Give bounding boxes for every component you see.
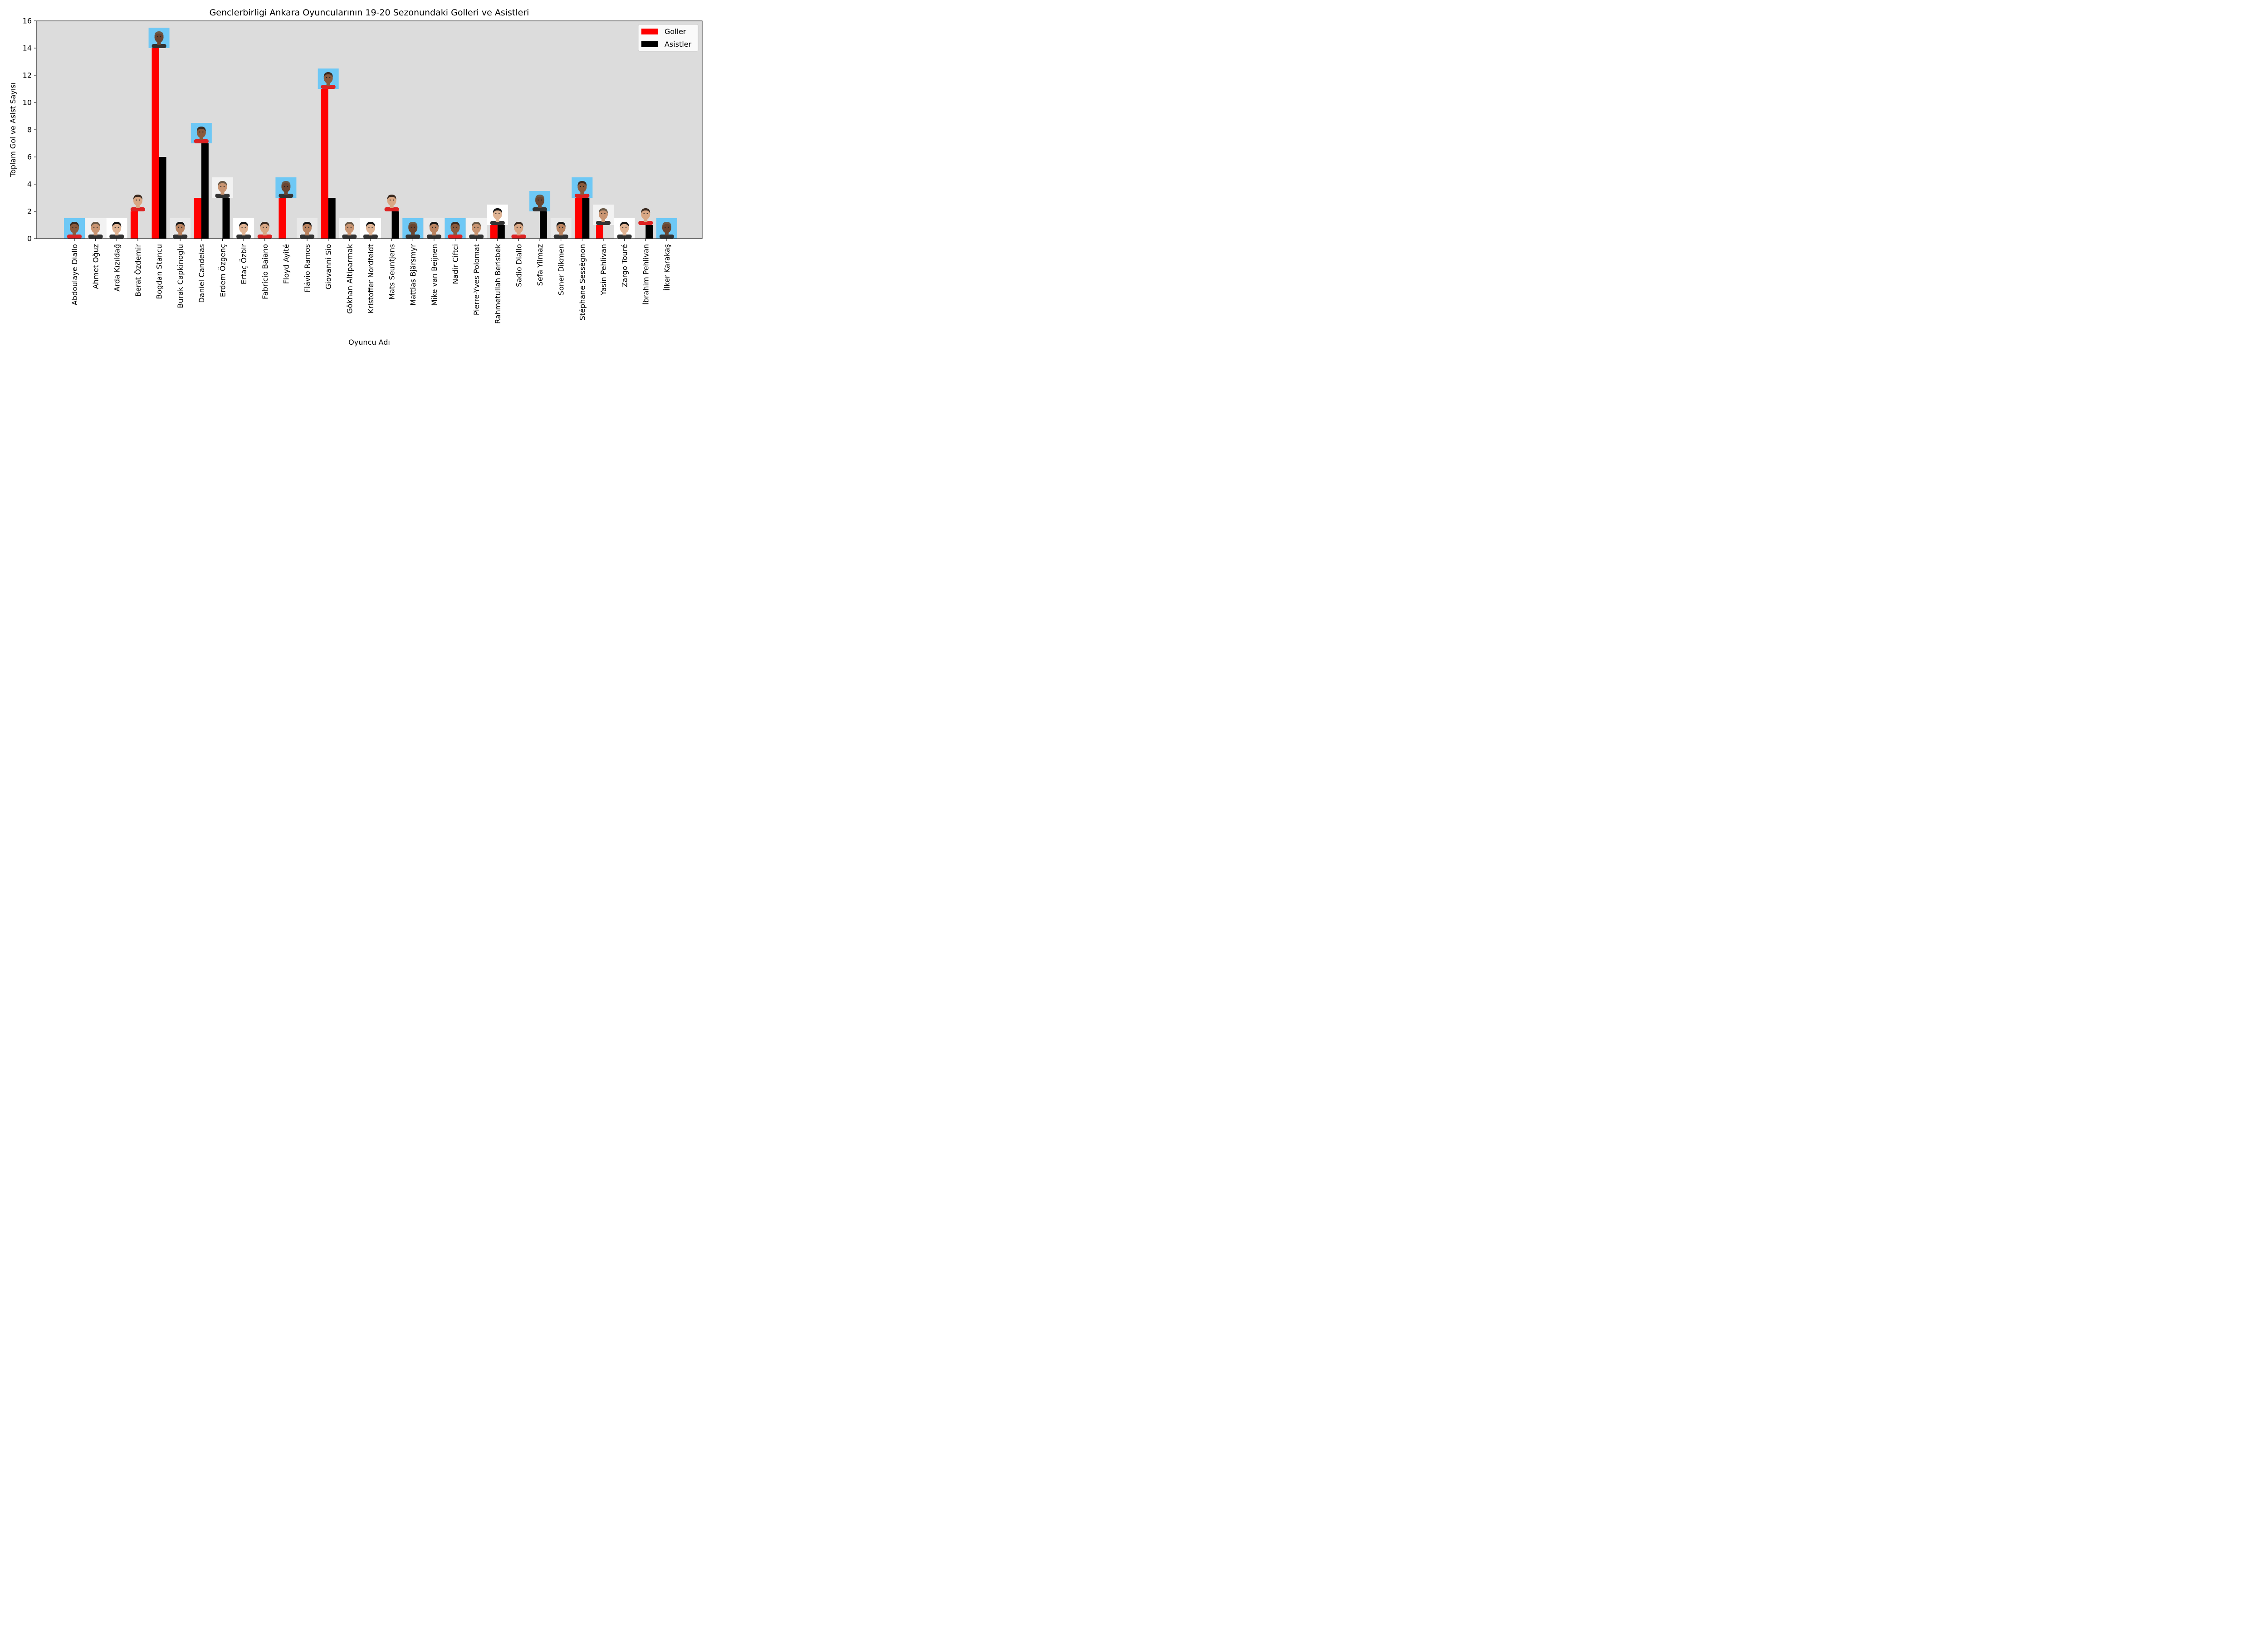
x-tick-label-giovanni-sio: Giovanni Sio	[324, 244, 333, 289]
bar-asistler-erdem-ozgenc	[222, 198, 230, 239]
bar-asistler-daniel-candeias	[201, 143, 209, 239]
x-tick-label-ahmet-oguz: Ahmet Oğuz	[92, 244, 100, 289]
y-tick-label: 12	[23, 71, 32, 80]
player-photo-ertac-ozbir	[233, 218, 254, 239]
player-photo-daniel-candeias	[191, 123, 212, 143]
bar-goller-giovanni-sio	[321, 89, 328, 239]
legend: Goller Asistler	[638, 24, 699, 52]
player-photo-sefa-yilmaz	[529, 191, 551, 211]
legend-swatch-goller	[641, 29, 658, 34]
y-tick-label: 6	[27, 153, 32, 161]
player-photo-soner-dikmen	[550, 218, 572, 239]
player-photo-giovanni-sio	[318, 68, 339, 89]
player-photo-yasin-pehlivan	[593, 205, 614, 225]
player-photo-mats-seuntjens	[381, 191, 402, 211]
player-photo-erdem-ozgenc	[212, 177, 233, 198]
x-tick-label-fabricio-baiano: Fabrício Baiano	[261, 244, 269, 299]
player-photo-rahmetullah-berisbek	[487, 205, 508, 225]
player-photo-ilker-karakas	[656, 218, 677, 239]
legend-label-asistler: Asistler	[665, 40, 692, 49]
player-photo-berat-ozdemir	[127, 191, 148, 211]
player-photo-mattias-bjarsmyr	[402, 218, 424, 239]
bar-asistler-giovanni-sio	[328, 198, 336, 239]
legend-swatch-asistler	[641, 41, 658, 47]
player-photo-nadir-ciftci	[445, 218, 466, 239]
player-photo-kristoffer-nordfeldt	[360, 218, 381, 239]
x-tick-label-arda-k-z-ldag: Arda Kızıldağ	[112, 244, 121, 292]
x-tick-label-yasin-pehlivan: Yasin Pehlivan	[599, 244, 608, 296]
player-photo-ibrahim-pehlivan	[635, 205, 656, 225]
bar-asistler-rahmetullah-berisbek	[497, 225, 505, 239]
x-tick-label-floyd-ayite: Floyd Ayité	[282, 244, 290, 284]
x-tick-label-abdoulaye-diallo: Abdoulaye Diallo	[70, 244, 79, 305]
x-tick-label-stephane-sessegnon: Stéphane Sessègnon	[578, 244, 587, 320]
player-photo-arda-k-z-ldag	[106, 218, 127, 239]
chart-root: 0 2 4 6 8 10 12 14 16 Abdoulaye Diallo Ahmet Oğuz…	[0, 0, 708, 354]
player-photo-mike-van-beijnen	[423, 218, 445, 239]
x-axis-title: Oyuncu Adı	[348, 338, 390, 347]
x-tick-label-soner-dikmen: Soner Dikmen	[557, 244, 566, 295]
x-tick-label-gokhan-altiparmak: Gökhan Altiparmak	[345, 244, 354, 313]
chart-title: Genclerbirligi Ankara Oyuncularının 19-2…	[210, 8, 529, 18]
player-photo-ahmet-oguz	[85, 218, 106, 239]
x-tick-label-mats-seuntjens: Mats Seuntjens	[388, 244, 396, 300]
bar-goller-berat-ozdemir	[130, 211, 138, 239]
bar-asistler-mats-seuntjens	[391, 211, 399, 239]
x-tick-label-erdem-ozgenc: Erdem Özgenç	[218, 244, 227, 297]
x-tick-label-mattias-bjarsmyr: Mattias Bjärsmyr	[409, 244, 417, 306]
player-photo-gokhan-altiparmak	[339, 218, 360, 239]
y-tick-label: 2	[27, 207, 32, 216]
player-photo-burak-capkinoglu	[170, 218, 191, 239]
player-photo-pierre-yves-polomat	[466, 218, 487, 239]
player-photo-abdoulaye-diallo	[64, 218, 85, 239]
bar-asistler-bogdan-stancu	[159, 157, 166, 239]
x-tick-label-ertac-ozbir: Ertaç Özbir	[240, 244, 248, 284]
player-photo-flavio-ramos	[297, 218, 318, 239]
bar-goller-floyd-ayite	[279, 198, 286, 239]
y-tick-label: 10	[23, 98, 32, 107]
player-photo-sadio-diallo	[508, 218, 529, 239]
x-tick-label-ibrahim-pehlivan: İbrahim Pehlivan	[641, 244, 650, 305]
bar-goller-stephane-sessegnon	[575, 198, 582, 239]
bar-goller-rahmetullah-berisbek	[490, 225, 498, 239]
x-tick-label-burak-capkinoglu: Burak Capkinoglu	[176, 244, 185, 308]
bar-goller-yasin-pehlivan	[596, 225, 603, 239]
bar-goller-daniel-candeias	[194, 198, 201, 239]
player-photo-floyd-ayite	[275, 177, 297, 198]
x-tick-label-ilker-karakas: İlker Karakaş	[663, 244, 671, 291]
x-tick-label-pierre-yves-polomat: Pierre-Yves Polomat	[472, 244, 481, 315]
player-photo-stephane-sessegnon	[572, 177, 593, 198]
x-tick-label-bogdan-stancu: Bogdan Stancu	[155, 244, 164, 299]
x-tick-label-mike-van-beijnen: Mike van Beijnen	[430, 244, 439, 306]
x-tick-label-rahmetullah-berisbek: Rahmetullah Berisbek	[494, 244, 502, 324]
x-tick-label-kristoffer-nordfeldt: Kristoffer Nordfeldt	[367, 244, 375, 313]
player-photo-zargo-toure	[614, 218, 635, 239]
player-photo-fabricio-baiano	[254, 218, 275, 239]
bar-asistler-ibrahim-pehlivan	[645, 225, 653, 239]
x-tick-label-nadir-ciftci: Nadir Ciftci	[451, 244, 460, 284]
legend-label-goller: Goller	[665, 27, 686, 36]
x-tick-label-sefa-yilmaz: Sefa Yilmaz	[536, 244, 544, 286]
y-tick-label: 14	[23, 44, 32, 53]
x-tick-label-zargo-toure: Zargo Touré	[621, 244, 629, 287]
x-tick-label-daniel-candeias: Daniel Candeias	[197, 244, 206, 303]
y-tick-label: 8	[27, 126, 32, 134]
y-tick-label: 0	[27, 235, 32, 243]
x-tick-label-flavio-ramos: Flávio Ramos	[303, 244, 312, 293]
y-axis-title: Toplam Gol ve Asist Sayısı	[9, 83, 17, 177]
player-photo-bogdan-stancu	[148, 28, 170, 48]
bar-goller-bogdan-stancu	[152, 48, 159, 239]
bar-chart: 0 2 4 6 8 10 12 14 16 Abdoulaye Diallo Ahmet Oğuz…	[0, 0, 708, 354]
y-tick-label: 4	[27, 180, 32, 189]
x-tick-label-berat-ozdemir: Berat Özdemir	[134, 244, 142, 297]
y-tick-label: 16	[23, 17, 32, 25]
x-tick-label-sadio-diallo: Sadio Diallo	[514, 244, 523, 287]
bar-asistler-sefa-yilmaz	[540, 211, 547, 239]
bar-asistler-stephane-sessegnon	[582, 198, 590, 239]
